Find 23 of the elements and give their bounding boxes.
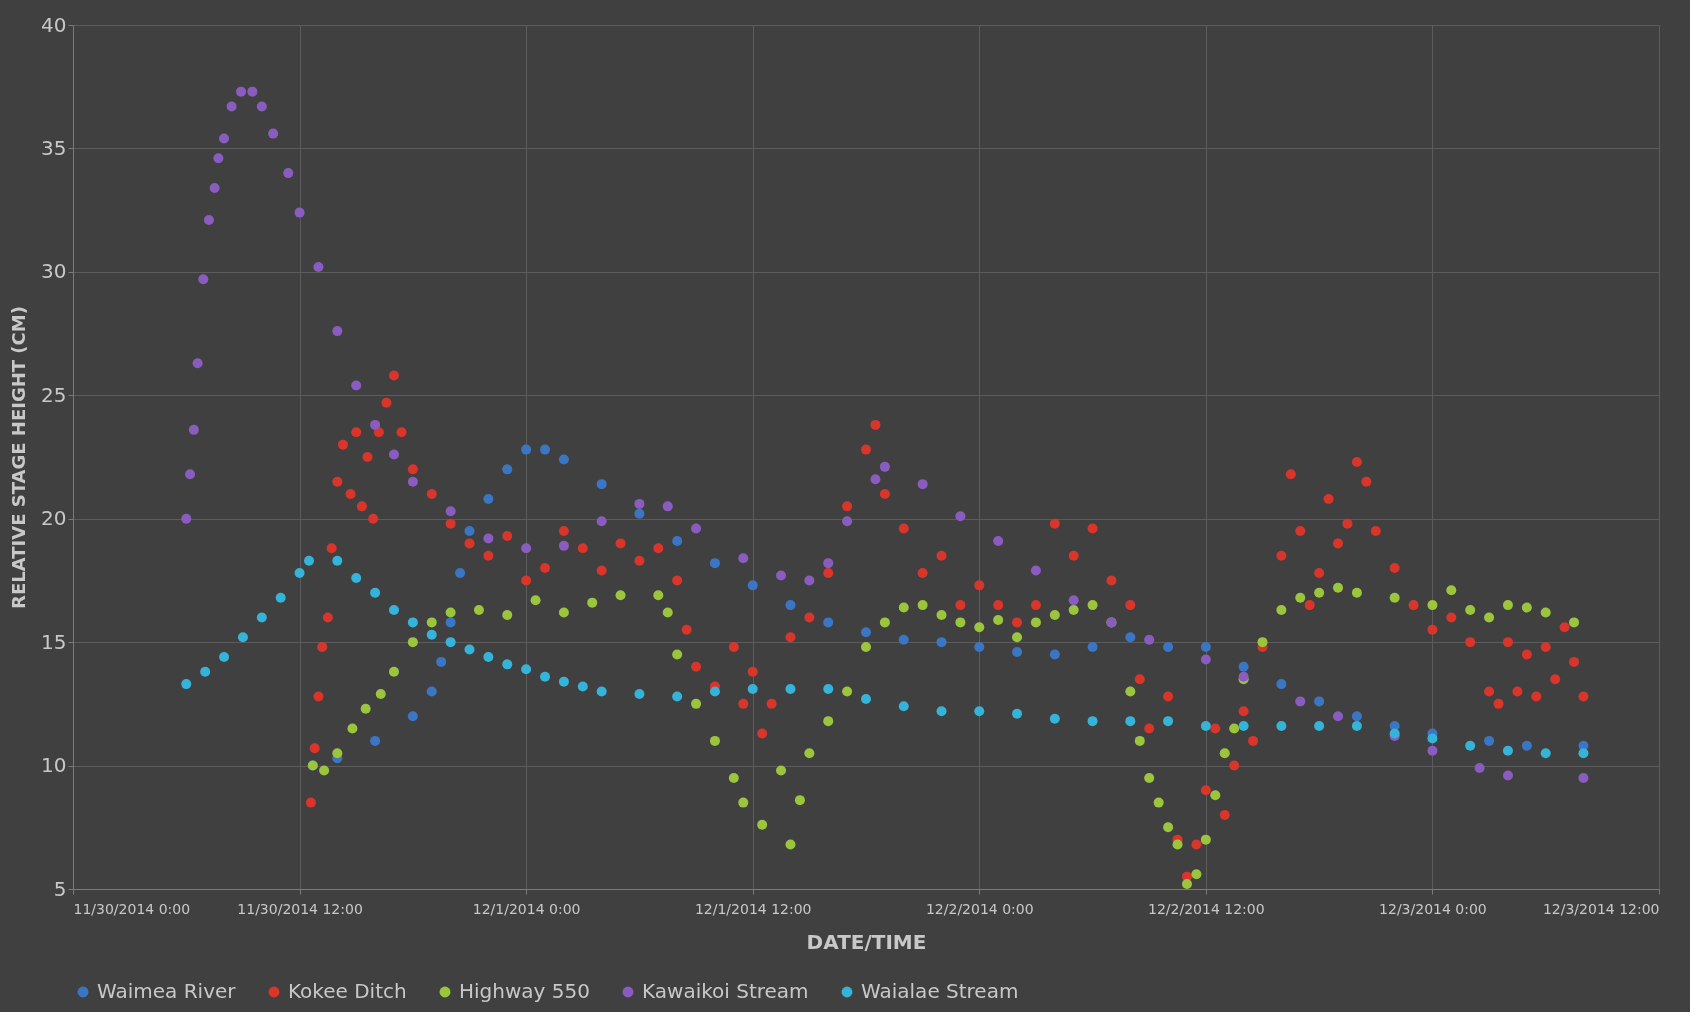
x-tick-label: 12/2/2014 0:00 <box>925 900 1034 917</box>
y-tick-label: 35 <box>41 135 67 160</box>
x-tick-label: 12/1/2014 0:00 <box>472 900 581 917</box>
legend-label: Kokee Ditch <box>288 979 407 1003</box>
x-tick-label: 11/30/2014 0:00 <box>73 900 191 917</box>
y-tick-label: 25 <box>41 382 67 407</box>
legend-label: Highway 550 <box>459 979 590 1003</box>
y-axis-title: RELATIVE STAGE HEIGHT (CM) <box>8 306 30 609</box>
x-tick-label: 12/3/2014 12:00 <box>1542 900 1660 917</box>
y-tick-label: 20 <box>41 506 67 531</box>
y-tick-label: 5 <box>53 876 67 901</box>
x-tick-label: 12/2/2014 12:00 <box>1148 900 1265 917</box>
x-tick-label: 12/1/2014 12:00 <box>694 900 812 917</box>
x-tick-label: 11/30/2014 12:00 <box>237 900 363 917</box>
legend-label: Waimea River <box>97 979 237 1003</box>
x-axis-title: DATE/TIME <box>806 929 927 954</box>
legend-label: Kawaikoi Stream <box>642 979 809 1003</box>
x-tick-label: 12/3/2014 0:00 <box>1379 900 1487 917</box>
y-tick-label: 30 <box>41 259 67 284</box>
y-tick-label: 10 <box>41 753 67 778</box>
y-tick-label: 15 <box>41 629 67 654</box>
y-tick-label: 40 <box>41 12 67 37</box>
legend-label: Waialae Stream <box>861 979 1019 1003</box>
